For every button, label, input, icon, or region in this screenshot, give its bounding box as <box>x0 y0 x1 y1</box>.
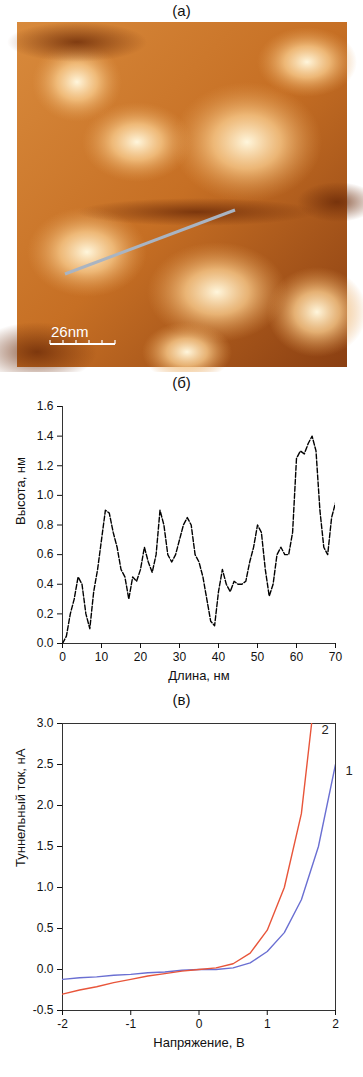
svg-text:2: 2 <box>322 722 329 737</box>
svg-text:0.0: 0.0 <box>37 636 54 650</box>
html-text:(в): (в) <box>172 691 191 708</box>
svg-text:0.5: 0.5 <box>37 921 54 935</box>
svg-text:50: 50 <box>251 650 265 664</box>
svg-text:0.0: 0.0 <box>37 962 54 976</box>
svg-text:0: 0 <box>59 650 66 664</box>
svg-text:10: 10 <box>95 650 109 664</box>
svg-text:1: 1 <box>346 763 353 778</box>
svg-text:1.2: 1.2 <box>37 459 54 473</box>
svg-text:30: 30 <box>173 650 187 664</box>
svg-text:0.8: 0.8 <box>37 518 54 532</box>
html-text:(а): (а) <box>172 2 191 19</box>
svg-text:0.4: 0.4 <box>37 577 54 591</box>
svg-text:60: 60 <box>290 650 304 664</box>
svg-text:-0.5: -0.5 <box>33 1003 54 1017</box>
svg-text:Длина, нм: Длина, нм <box>168 668 229 683</box>
svg-text:Напряжение, В: Напряжение, В <box>153 1035 244 1050</box>
svg-text:26nm: 26nm <box>51 323 89 340</box>
svg-text:0: 0 <box>196 1017 203 1031</box>
svg-text:1: 1 <box>264 1017 271 1031</box>
svg-text:Высота, нм: Высота, нм <box>13 457 28 525</box>
svg-text:2.5: 2.5 <box>37 757 54 771</box>
svg-text:1.5: 1.5 <box>37 839 54 853</box>
html-text:(б): (б) <box>172 374 191 391</box>
svg-text:2: 2 <box>332 1017 339 1031</box>
svg-text:-1: -1 <box>125 1017 136 1031</box>
svg-text:2.0: 2.0 <box>37 798 54 812</box>
svg-text:Туннельный ток, нА: Туннельный ток, нА <box>13 748 28 867</box>
svg-text:20: 20 <box>134 650 148 664</box>
svg-text:-2: -2 <box>57 1017 68 1031</box>
svg-text:40: 40 <box>212 650 226 664</box>
svg-text:70: 70 <box>329 650 343 664</box>
svg-text:1.6: 1.6 <box>37 399 54 413</box>
svg-text:1.0: 1.0 <box>37 488 54 502</box>
svg-text:0.6: 0.6 <box>37 547 54 561</box>
svg-text:3.0: 3.0 <box>37 716 54 730</box>
svg-text:1.4: 1.4 <box>37 429 54 443</box>
svg-text:1.0: 1.0 <box>37 880 54 894</box>
svg-text:0.2: 0.2 <box>37 607 54 621</box>
